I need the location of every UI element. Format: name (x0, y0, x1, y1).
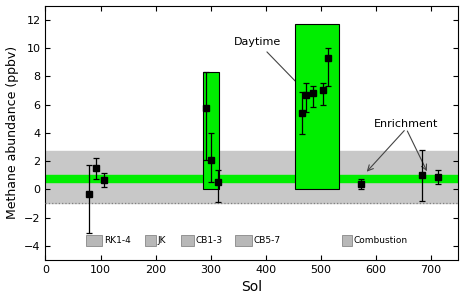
Text: JK: JK (157, 236, 165, 245)
Bar (235, 235, 251, 245)
X-axis label: Sol: Sol (241, 280, 262, 294)
Bar (45, 175, 457, 182)
Bar (144, 235, 155, 245)
Bar (294, 24, 338, 189)
Text: Enrichment: Enrichment (373, 118, 438, 129)
Text: Combustion: Combustion (353, 236, 407, 245)
Bar (202, 72, 219, 189)
Bar (342, 235, 351, 245)
Text: Daytime: Daytime (233, 37, 301, 88)
Y-axis label: Methane abundance (ppbv): Methane abundance (ppbv) (6, 46, 19, 219)
Bar (45, 151, 457, 203)
Text: CB5-7: CB5-7 (253, 236, 280, 245)
Bar (181, 235, 194, 245)
Bar (86, 235, 102, 245)
Text: CB1-3: CB1-3 (195, 236, 222, 245)
Text: RK1-4: RK1-4 (104, 236, 130, 245)
